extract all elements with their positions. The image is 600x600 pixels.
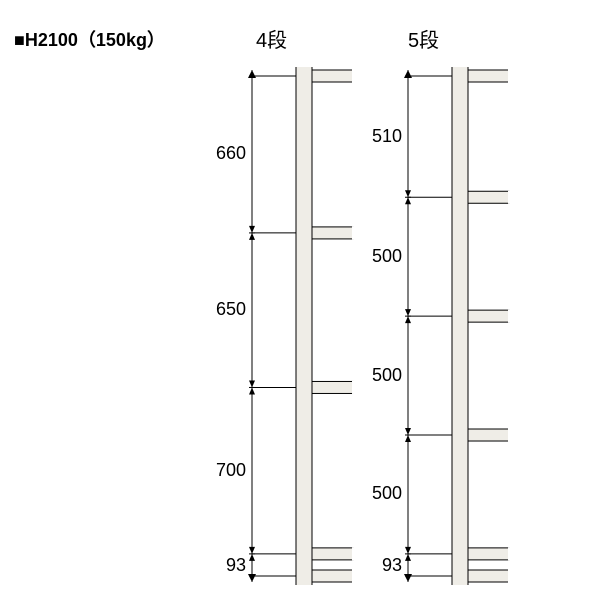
shelf [467, 191, 509, 203]
shelf [467, 548, 509, 560]
shelf [467, 310, 509, 322]
dimension-label: 510 [352, 126, 402, 147]
post [296, 66, 312, 586]
dimension-label: 500 [352, 483, 402, 504]
column-title: 5段 [408, 24, 439, 53]
shelf [467, 70, 509, 82]
diagram-root: ■H2100（150kg） 4段660650700935段51050050050… [0, 0, 600, 600]
dimension-label: 700 [196, 460, 246, 481]
dimension-label: 650 [196, 299, 246, 320]
shelf [311, 570, 353, 582]
dimension-label: 500 [352, 246, 402, 267]
shelf [311, 548, 353, 560]
diagram-svg [0, 0, 600, 600]
column-title: 4段 [256, 24, 287, 53]
dimension-label: 500 [352, 365, 402, 386]
dimension-label: 660 [196, 143, 246, 164]
post [452, 66, 468, 586]
shelf [467, 429, 509, 441]
dimension-label: 93 [196, 555, 246, 576]
shelf [311, 227, 353, 239]
shelf [311, 70, 353, 82]
dimension-label: 93 [352, 555, 402, 576]
shelf [311, 381, 353, 393]
shelf [467, 570, 509, 582]
